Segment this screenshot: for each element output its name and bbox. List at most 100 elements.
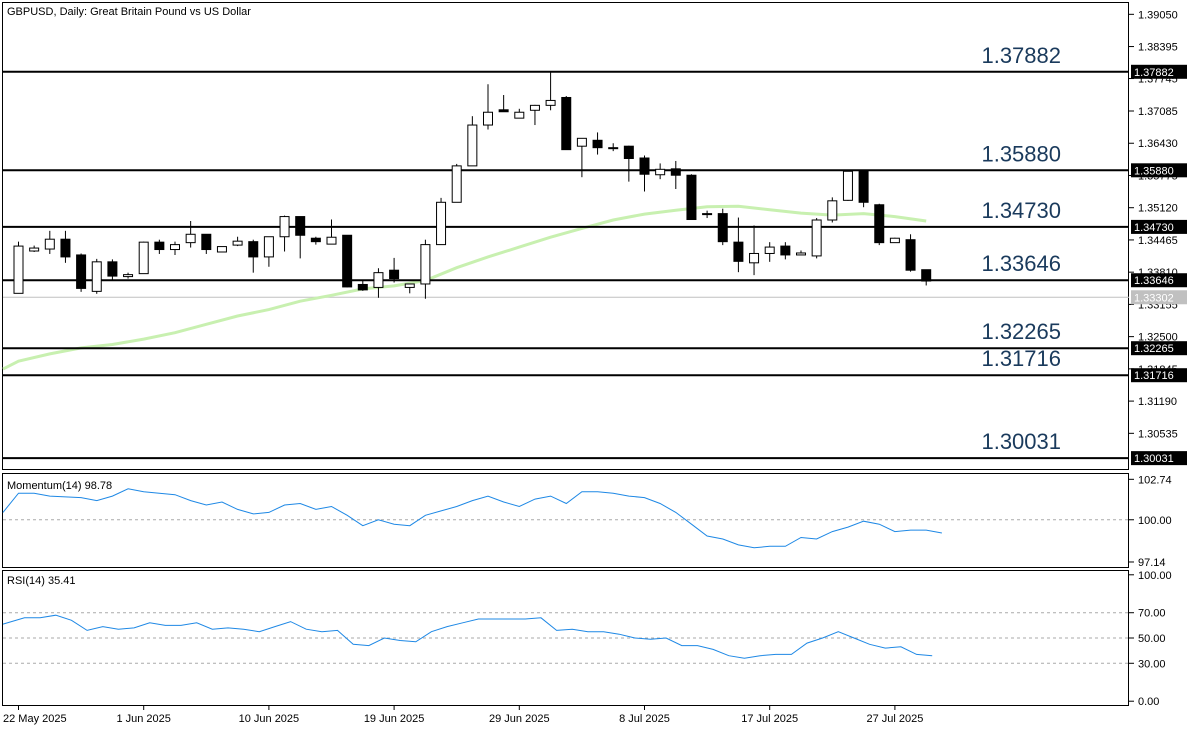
- candle-body-up: [467, 124, 478, 167]
- candle-body-up: [232, 240, 243, 246]
- moving-average-line: [2, 204, 927, 371]
- rsi-axis-label: 70.00: [1138, 608, 1166, 620]
- candle-body-down: [107, 261, 118, 277]
- candle-body-up: [545, 99, 556, 106]
- candle-body-up: [420, 244, 431, 285]
- time-axis-label: 19 Jun 2025: [364, 713, 425, 725]
- candle-body-up: [263, 236, 274, 258]
- candle-body-up: [13, 245, 24, 294]
- rsi-axis-label: 100.00: [1138, 570, 1172, 582]
- momentum-axis-label: 102.74: [1138, 474, 1172, 486]
- candle-body-up: [749, 252, 760, 264]
- rsi-axis-label: 30.00: [1138, 658, 1166, 670]
- level-price-tag: [1131, 368, 1187, 383]
- candle-body-down: [310, 237, 321, 243]
- momentum-label: Momentum(14) 98.78: [7, 480, 112, 492]
- level-price-tag-label: 1.35880: [1134, 165, 1174, 177]
- time-axis-label: 17 Jul 2025: [741, 713, 798, 725]
- price-axis-label: 1.31190: [1138, 396, 1177, 408]
- candle-body-up: [216, 246, 227, 253]
- rsi-axis-label: 0.00: [1138, 696, 1159, 708]
- time-axis-label: 10 Jun 2025: [239, 713, 300, 725]
- indicators-layer: [2, 488, 942, 659]
- candle-body-up: [279, 216, 290, 238]
- time-axis-label: 1 Jun 2025: [116, 713, 170, 725]
- level-price-tag-label: 1.33646: [1134, 275, 1174, 287]
- momentum-axis-label: 100.00: [1138, 515, 1172, 527]
- momentum-panel-frame: [2, 473, 1129, 568]
- candle-body-up: [404, 283, 415, 288]
- price-axis-label: 1.38395: [1138, 42, 1178, 54]
- axes-layer: 1.390501.383951.377451.370851.364301.357…: [3, 9, 1187, 725]
- candle-body-up: [811, 219, 822, 257]
- price-axis-label: 1.36430: [1138, 138, 1178, 150]
- candle-body-down: [201, 233, 212, 251]
- candle-body-up: [842, 170, 853, 201]
- price-axis-label: 1.32500: [1138, 332, 1178, 344]
- level-label: 1.35880: [981, 141, 1061, 166]
- candle-body-up: [514, 111, 525, 119]
- momentum-line: [2, 488, 942, 549]
- level-lines-layer: 1.37882 1.35880 1.34730 1.33646 1.322651.317…: [3, 43, 1129, 460]
- candle-body-up: [44, 238, 55, 250]
- time-axis-label: 22 May 2025: [3, 713, 67, 725]
- candle-body-down: [608, 147, 619, 150]
- level-price-tag: [1131, 273, 1187, 288]
- candle-body-down: [60, 238, 71, 258]
- candle-body-down: [874, 204, 885, 244]
- time-axis-label: 29 Jun 2025: [489, 713, 550, 725]
- candle-body-down: [561, 96, 572, 151]
- candle-body-up: [436, 201, 447, 246]
- candle-body-up: [827, 200, 838, 221]
- level-label: 1.37882: [981, 43, 1061, 68]
- candle-body-down: [248, 241, 259, 258]
- candle-body-up: [576, 137, 587, 147]
- level-price-tag: [1131, 341, 1187, 356]
- candle-body-down: [389, 269, 400, 280]
- candle-body-down: [357, 283, 368, 291]
- candle-body-down: [733, 241, 744, 262]
- candle-body-up: [655, 168, 666, 176]
- price-axis-label: 1.39050: [1138, 9, 1178, 21]
- candle-body-down: [76, 254, 87, 289]
- candle-body-up: [170, 244, 180, 251]
- candle-body-up: [138, 241, 149, 275]
- candle-body-down: [921, 269, 932, 282]
- level-price-tag-label: 1.32265: [1134, 343, 1174, 355]
- candle-body-down: [639, 157, 650, 175]
- rsi-axis-label: 50.00: [1138, 633, 1166, 645]
- level-label: 1.31716: [981, 346, 1061, 371]
- level-label: 1.34730: [981, 198, 1061, 223]
- candle-body-down: [295, 216, 306, 236]
- candle-body-down: [154, 241, 165, 251]
- price-axis-label: 1.35120: [1138, 203, 1178, 215]
- candle-body-down: [717, 213, 728, 243]
- grid-layer: [3, 296, 1129, 664]
- price-axis-label: 1.30535: [1138, 428, 1178, 440]
- candle-body-down: [905, 239, 916, 271]
- candle-body-down: [623, 145, 634, 159]
- level-label: 1.32265: [981, 319, 1061, 344]
- candles-layer: [13, 71, 932, 299]
- price-axis-label: 1.34465: [1138, 235, 1178, 247]
- price-panel-frame: [2, 2, 1129, 470]
- level-price-tag-label: 1.31716: [1134, 370, 1174, 382]
- moving-average-layer: [2, 204, 927, 371]
- level-price-tag-label: 1.34730: [1134, 222, 1174, 234]
- candle-body-down: [686, 174, 697, 221]
- momentum-axis-label: 97.14: [1138, 557, 1166, 569]
- candle-body-down: [702, 213, 713, 216]
- candle-body-up: [529, 104, 540, 111]
- candle-body-down: [592, 139, 603, 149]
- candle-body-up: [123, 274, 134, 278]
- level-price-tag: [1131, 451, 1187, 466]
- level-price-tag: [1131, 163, 1187, 178]
- candle-body-up: [373, 272, 384, 288]
- candle-body-down: [342, 234, 353, 288]
- candle-body-down: [780, 245, 791, 256]
- candle-body-up: [91, 261, 102, 292]
- level-price-tag-label: 1.30031: [1134, 453, 1174, 465]
- candle-body-up: [483, 111, 493, 126]
